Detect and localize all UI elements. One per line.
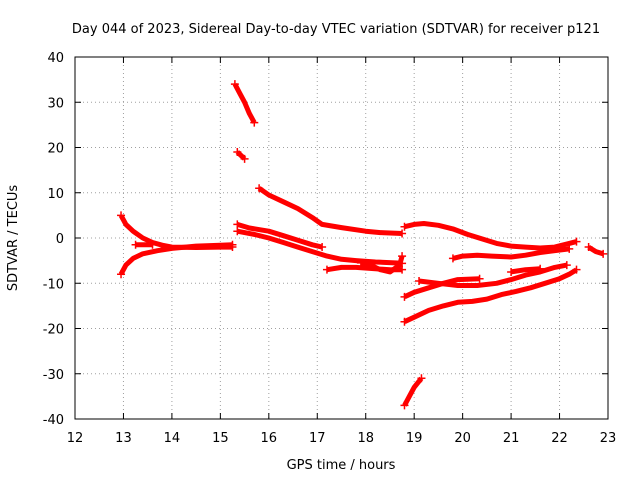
y-tick-label: -20	[43, 323, 64, 338]
x-tick-label: 13	[115, 431, 132, 446]
series-point-marker	[233, 220, 242, 229]
series-point-marker	[599, 249, 608, 258]
y-tick-labels: -40 -30 -20 -10 0 10 20 30 40	[43, 51, 64, 428]
series-arc-17	[402, 376, 424, 407]
series-arc-2	[118, 242, 233, 276]
series-arc-10	[360, 255, 405, 275]
x-tick-label: 17	[309, 431, 326, 446]
x-tick-label: 20	[454, 431, 471, 446]
x-tick-label: 12	[67, 431, 84, 446]
y-tick-label: -40	[43, 413, 64, 428]
series-point-marker	[400, 292, 409, 301]
y-axis-label: SDTVAR / TECUs	[6, 185, 21, 292]
series-arc-18	[587, 244, 604, 257]
x-tick-label: 19	[406, 431, 423, 446]
series-point-marker	[584, 243, 593, 252]
plot-frame	[74, 56, 609, 420]
x-tick-label: 14	[164, 431, 181, 446]
x-tick-label: 15	[212, 431, 229, 446]
series-point-marker	[398, 265, 407, 274]
series-point-marker	[356, 258, 365, 267]
x-tick-label: 23	[600, 431, 617, 446]
series-point-marker	[507, 267, 516, 276]
series-point-marker	[565, 244, 574, 253]
series-point-marker	[400, 401, 409, 410]
series-point-marker	[117, 270, 126, 279]
series-point-marker	[148, 240, 157, 249]
series-arc-6	[257, 186, 403, 236]
series-point-marker	[417, 374, 426, 383]
y-tick-label: 10	[47, 187, 64, 202]
series-point-marker	[398, 252, 407, 261]
series-point-marker	[562, 261, 571, 270]
x-tick-label: 16	[261, 431, 278, 446]
y-tick-label: -30	[43, 368, 64, 383]
series-point-marker	[228, 240, 237, 249]
series-point-marker	[250, 118, 259, 127]
series-point-marker	[240, 154, 249, 163]
series-point-marker	[400, 222, 409, 231]
y-tick-label: 20	[47, 142, 64, 157]
chart-title: Day 044 of 2023, Sidereal Day-to-day VTE…	[72, 22, 600, 37]
series-point-marker	[233, 148, 242, 157]
series-point-marker	[318, 243, 327, 252]
y-tick-label: -10	[43, 277, 64, 292]
y-tick-label: 30	[47, 96, 64, 111]
series-point-marker	[572, 237, 581, 246]
y-tick-label: 0	[56, 232, 64, 247]
data-series	[117, 80, 608, 410]
series-arc-15	[403, 267, 578, 324]
series-point-marker	[415, 276, 424, 285]
axis-ticks	[74, 56, 609, 420]
x-tick-label: 21	[503, 431, 520, 446]
series-point-marker	[398, 229, 407, 238]
x-axis-label: GPS time / hours	[287, 458, 396, 473]
series-arc-13	[403, 276, 480, 300]
series-point-marker	[233, 227, 242, 236]
series-arc-16	[510, 266, 541, 275]
series-arc-7	[236, 222, 323, 250]
series-point-marker	[131, 240, 140, 249]
series-arc-12	[452, 246, 570, 261]
series-point-marker	[230, 80, 239, 89]
series-point-marker	[536, 264, 545, 273]
series-point-marker	[448, 254, 457, 263]
series-point-marker	[475, 274, 484, 283]
series-arc-5	[235, 150, 247, 161]
series-arc-14	[418, 262, 568, 288]
series-point-marker	[255, 184, 264, 193]
series-point-marker	[322, 265, 331, 274]
series-point-marker	[117, 211, 126, 220]
series-arc-11	[403, 221, 578, 251]
series-arc-4	[232, 82, 257, 124]
series-point-marker	[400, 317, 409, 326]
series-point-marker	[572, 265, 581, 274]
x-tick-label: 22	[551, 431, 568, 446]
x-tick-label: 18	[357, 431, 374, 446]
y-tick-label: 40	[47, 51, 64, 66]
x-tick-labels: 12 13 14 15 16 17 18 19 20 21 22 23	[67, 431, 617, 446]
grid-lines	[75, 57, 608, 419]
series-arc-8	[236, 228, 403, 266]
